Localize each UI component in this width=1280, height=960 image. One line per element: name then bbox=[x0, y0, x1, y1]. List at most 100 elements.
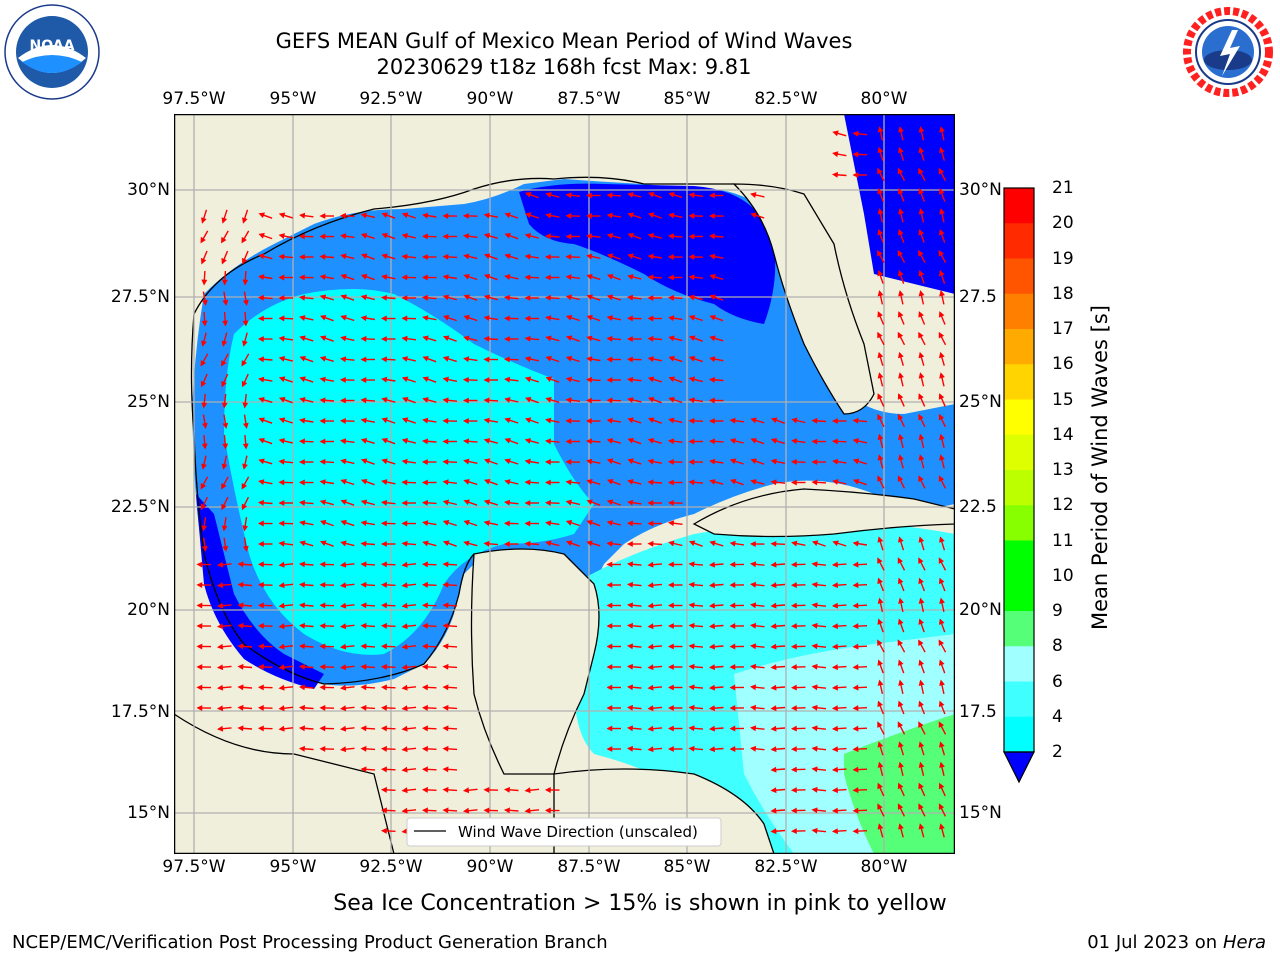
wave-arrow-head bbox=[545, 315, 552, 322]
wave-arrow-head bbox=[463, 294, 470, 300]
wave-arrow-head bbox=[257, 704, 264, 711]
wave-arrow-head bbox=[258, 253, 265, 260]
wave-arrow-head bbox=[565, 438, 572, 445]
wave-arrow-head bbox=[770, 684, 777, 691]
wave-arrow-head bbox=[708, 213, 715, 219]
wave-arrow-head bbox=[401, 274, 408, 281]
wave-arrow-head bbox=[524, 396, 532, 403]
wave-arrow-head bbox=[667, 664, 674, 670]
wave-arrow-head bbox=[221, 483, 227, 490]
wave-arrow-head bbox=[545, 192, 552, 198]
wave-arrow-head bbox=[257, 356, 264, 363]
wave-arrow-head bbox=[918, 249, 924, 257]
wave-arrow-head bbox=[462, 417, 469, 424]
wave-arrow-head bbox=[360, 233, 368, 239]
wave-arrow-head bbox=[401, 520, 408, 527]
wave-arrow-head bbox=[201, 340, 207, 347]
wave-arrow-head bbox=[606, 397, 613, 404]
wave-arrow-head bbox=[360, 356, 367, 363]
wave-arrow-head bbox=[442, 335, 450, 341]
wave-arrow-head bbox=[319, 499, 327, 506]
colorbar-extend-triangle bbox=[1003, 751, 1035, 784]
wave-arrow-head bbox=[422, 520, 429, 527]
wave-arrow-head bbox=[504, 274, 511, 280]
wave-arrow-head bbox=[667, 233, 674, 240]
wave-arrow-head bbox=[504, 479, 511, 485]
wave-arrow-head bbox=[667, 499, 674, 506]
wave-arrow-head bbox=[380, 766, 387, 773]
wave-arrow-head bbox=[278, 479, 285, 486]
wave-arrow-head bbox=[196, 623, 203, 629]
wave-arrow-head bbox=[749, 602, 757, 609]
wave-arrow-head bbox=[237, 602, 244, 609]
wave-arrow-head bbox=[709, 356, 716, 363]
wave-arrow-head bbox=[627, 458, 634, 465]
gulf-dark-region-north bbox=[519, 183, 776, 324]
wave-arrow-head bbox=[298, 602, 305, 609]
lat-tick-right: 15°N bbox=[959, 803, 1002, 823]
wave-arrow-head bbox=[258, 274, 265, 281]
colorbar-tick-label: 16 bbox=[1052, 354, 1074, 375]
wave-arrow-head bbox=[298, 561, 305, 568]
wave-arrow-head bbox=[339, 582, 347, 589]
wave-arrow-head bbox=[897, 639, 904, 646]
wave-arrow-head bbox=[918, 782, 924, 790]
wave-arrow-head bbox=[749, 622, 757, 629]
wave-arrow-head bbox=[897, 269, 904, 277]
wave-arrow-head bbox=[216, 664, 224, 671]
colorbar-segment bbox=[1004, 611, 1034, 647]
wave-arrow-head bbox=[729, 540, 736, 547]
wave-arrow-head bbox=[586, 519, 593, 526]
wave-arrow-head bbox=[831, 438, 838, 445]
wave-arrow-head bbox=[278, 295, 285, 301]
wave-arrow-head bbox=[242, 340, 248, 347]
wave-arrow-head bbox=[647, 274, 654, 281]
wave-arrow-head bbox=[647, 664, 654, 671]
wave-arrow-head bbox=[257, 315, 264, 322]
wave-arrow-head bbox=[750, 437, 757, 444]
wave-arrow-head bbox=[626, 376, 634, 383]
wave-arrow-head bbox=[877, 311, 883, 318]
wave-arrow-head bbox=[897, 413, 904, 421]
wave-arrow-head bbox=[257, 581, 264, 588]
wave-arrow-head bbox=[626, 745, 633, 752]
wave-arrow-head bbox=[544, 807, 551, 814]
wave-arrow-head bbox=[278, 253, 285, 260]
wave-arrow-head bbox=[258, 376, 265, 383]
colorbar-tick-label: 8 bbox=[1052, 636, 1063, 657]
wave-arrow-head bbox=[918, 187, 924, 195]
wave-arrow-head bbox=[221, 463, 228, 470]
wave-arrow-head bbox=[647, 520, 654, 527]
wave-arrow-head bbox=[668, 540, 675, 547]
wave-arrow-head bbox=[586, 274, 593, 280]
wave-arrow-head bbox=[504, 458, 511, 465]
wave-arrow-head bbox=[626, 520, 633, 527]
wave-arrow-head bbox=[918, 372, 925, 379]
wave-arrow-head bbox=[462, 807, 470, 814]
wave-arrow-head bbox=[647, 725, 654, 732]
wave-arrow-head bbox=[918, 761, 925, 768]
wave-arrow-head bbox=[503, 786, 510, 793]
lon-tick-bottom: 97.5°W bbox=[162, 857, 226, 877]
wave-arrow-head bbox=[360, 540, 367, 547]
wave-arrow-head bbox=[503, 336, 510, 342]
wave-arrow-head bbox=[918, 167, 924, 175]
wave-arrow-head bbox=[242, 545, 249, 552]
colorbar-tick-label: 13 bbox=[1052, 460, 1074, 480]
wave-arrow-head bbox=[463, 314, 470, 321]
lon-tick-bottom: 92.5°W bbox=[359, 857, 423, 877]
lat-tick-right: 22.5 bbox=[959, 497, 997, 517]
wave-arrow-head bbox=[221, 257, 227, 265]
wave-arrow-head bbox=[606, 294, 614, 301]
wave-arrow-head bbox=[545, 212, 552, 219]
wave-arrow-head bbox=[258, 458, 265, 465]
wave-arrow-head bbox=[606, 582, 613, 588]
wave-arrow-head bbox=[647, 212, 655, 219]
wave-arrow-head bbox=[832, 540, 839, 547]
wave-arrow-head bbox=[585, 233, 593, 240]
wave-arrow-head bbox=[585, 438, 592, 445]
wave-arrow-head bbox=[831, 828, 838, 835]
wave-arrow-head bbox=[401, 807, 408, 814]
wave-arrow-head bbox=[877, 700, 883, 708]
wave-arrow-head bbox=[606, 458, 614, 465]
